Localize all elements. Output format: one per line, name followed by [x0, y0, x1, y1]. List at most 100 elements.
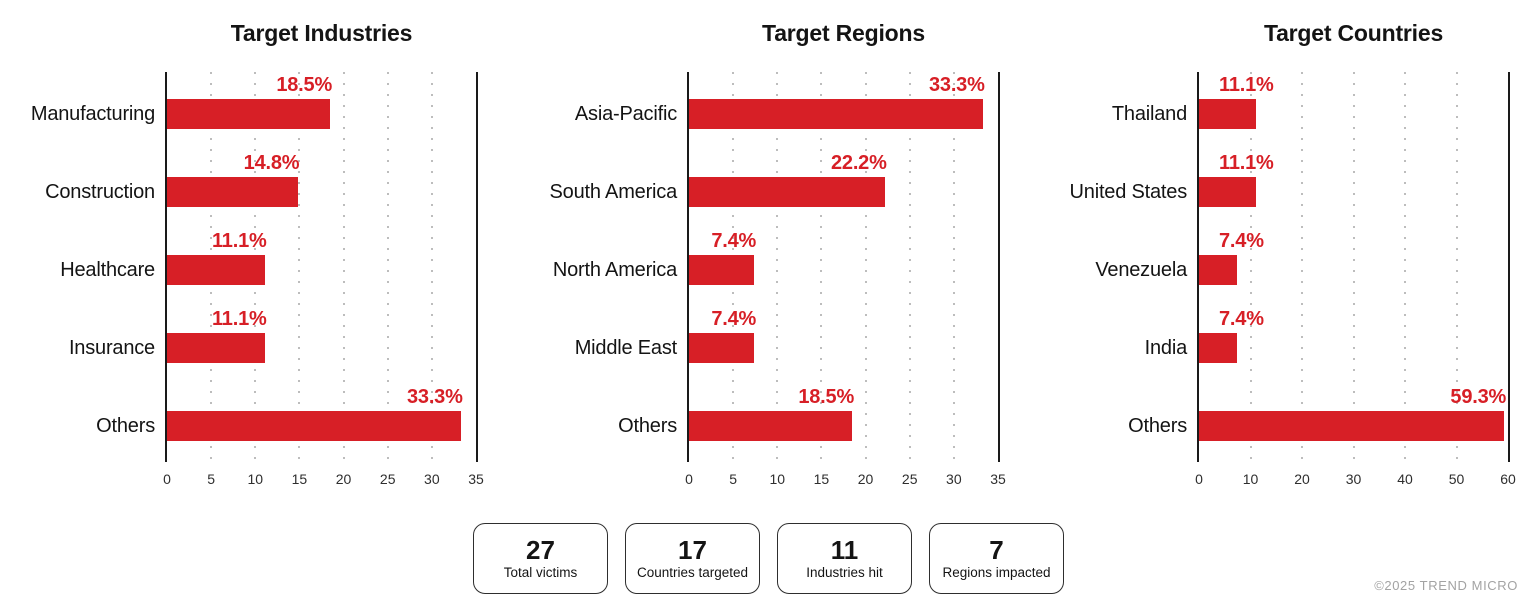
plot-area: Asia-Pacific 33.3% South America 22.2% North…: [550, 72, 1006, 487]
gridline: [908, 72, 911, 462]
category-label: Healthcare: [60, 259, 155, 281]
x-tick-label: 5: [729, 471, 738, 487]
gridline: [820, 72, 823, 462]
category-label: Construction: [45, 181, 155, 203]
x-tick-label: 35: [990, 471, 1006, 487]
x-tick-label: 20: [1294, 471, 1310, 487]
value-label: 59.3%: [1450, 386, 1507, 408]
x-tick-label: 10: [1242, 471, 1259, 487]
value-label: 7.4%: [711, 230, 757, 252]
category-label: Others: [1128, 415, 1187, 437]
bar: [1199, 411, 1505, 441]
chart-title: Target Countries: [1263, 20, 1444, 46]
x-tick-label: 5: [207, 471, 216, 487]
stat-label: Industries hit: [806, 565, 883, 580]
value-label: 11.1%: [1219, 152, 1274, 174]
gridline: [1249, 72, 1252, 462]
x-tick-label: 30: [946, 471, 962, 487]
gridline: [1404, 72, 1406, 462]
bar: [167, 411, 461, 441]
value-label: 7.4%: [711, 308, 757, 330]
chart-title: Target Industries: [230, 20, 413, 46]
stat-value: 17: [678, 535, 707, 565]
stat-label: Regions impacted: [942, 565, 1051, 580]
bar: [689, 99, 983, 129]
stat-box-total-victims: 27 Total victims: [473, 523, 608, 594]
value-label: 7.4%: [1219, 230, 1264, 252]
gridline: [1301, 72, 1303, 462]
category-label: North America: [552, 259, 677, 281]
stat-label: Total victims: [503, 565, 578, 580]
gridline: [1455, 72, 1458, 462]
value-label: 11.1%: [211, 308, 267, 330]
bar: [689, 411, 853, 441]
value-label: 7.4%: [1219, 308, 1264, 330]
gridline: [864, 72, 867, 462]
stat-value: 7: [989, 535, 1004, 565]
x-tick-label: 40: [1397, 471, 1413, 487]
x-tick-label: 25: [379, 471, 396, 487]
x-tick-label: 15: [813, 471, 830, 487]
bar: [167, 255, 265, 285]
bar: [167, 177, 298, 207]
category-label: Manufacturing: [30, 103, 155, 125]
category-label: Middle East: [574, 337, 677, 359]
value-label: 18.5%: [276, 74, 333, 96]
x-tick-label: 0: [163, 471, 171, 487]
x-tick-label: 15: [291, 471, 308, 487]
chart-target-industries: Target Industries Manufacturing 18.5% Cons…: [31, 20, 484, 487]
chart-title: Target Regions: [762, 20, 925, 46]
gridline: [386, 72, 389, 462]
category-label: Others: [96, 415, 155, 437]
bar: [1199, 177, 1257, 207]
category-label: Asia-Pacific: [574, 103, 677, 125]
value-label: 14.8%: [243, 152, 300, 174]
bar: [167, 99, 331, 129]
copyright-text: ©2025 TREND MICRO: [1374, 578, 1518, 593]
category-label: United States: [1069, 181, 1188, 203]
gridline: [952, 72, 955, 462]
stat-value: 11: [830, 535, 859, 565]
gridline: [342, 72, 345, 462]
x-tick-label: 10: [247, 471, 264, 487]
bar: [1199, 99, 1257, 129]
bar: [167, 333, 265, 363]
gridline: [776, 72, 779, 462]
x-tick-label: 20: [335, 471, 352, 487]
x-tick-label: 50: [1448, 471, 1465, 487]
value-label: 22.2%: [830, 152, 887, 174]
plot-area: Thailand 11.1% United States 11.1% Venezuela…: [1070, 72, 1516, 487]
x-tick-label: 25: [901, 471, 918, 487]
stat-box-countries-targeted: 17 Countries targeted: [625, 523, 760, 594]
x-tick-label: 20: [857, 471, 874, 487]
gridline: [298, 72, 301, 462]
value-label: 11.1%: [1219, 74, 1274, 96]
bar: [689, 177, 885, 207]
value-label: 18.5%: [798, 386, 855, 408]
x-tick-label: 30: [424, 471, 440, 487]
x-tick-label: 60: [1500, 471, 1516, 487]
stat-value: 27: [526, 535, 555, 565]
value-label: 33.3%: [406, 386, 463, 408]
value-label: 11.1%: [211, 230, 267, 252]
chart-target-regions: Target Regions Asia-Pacific 33.3% South Am…: [550, 20, 1006, 487]
x-tick-label: 35: [468, 471, 484, 487]
category-label: Thailand: [1111, 103, 1187, 125]
plot-area: Manufacturing 18.5% Construction 14.8% Healt…: [31, 72, 484, 487]
stat-box-industries-hit: 11 Industries hit: [777, 523, 912, 594]
category-label: India: [1144, 337, 1188, 359]
category-label: Insurance: [68, 337, 155, 359]
stat-label: Countries targeted: [636, 565, 749, 580]
stat-box-regions-impacted: 7 Regions impacted: [929, 523, 1064, 594]
value-label: 33.3%: [928, 74, 985, 96]
bar: [689, 255, 755, 285]
bar: [1199, 255, 1238, 285]
bar: [689, 333, 755, 363]
chart-target-countries: Target Countries Thailand 11.1% United Sta…: [1070, 20, 1516, 487]
category-label: South America: [549, 181, 678, 203]
category-label: Others: [618, 415, 677, 437]
bar: [1199, 333, 1238, 363]
gridline: [430, 72, 433, 462]
gridline: [1352, 72, 1355, 462]
